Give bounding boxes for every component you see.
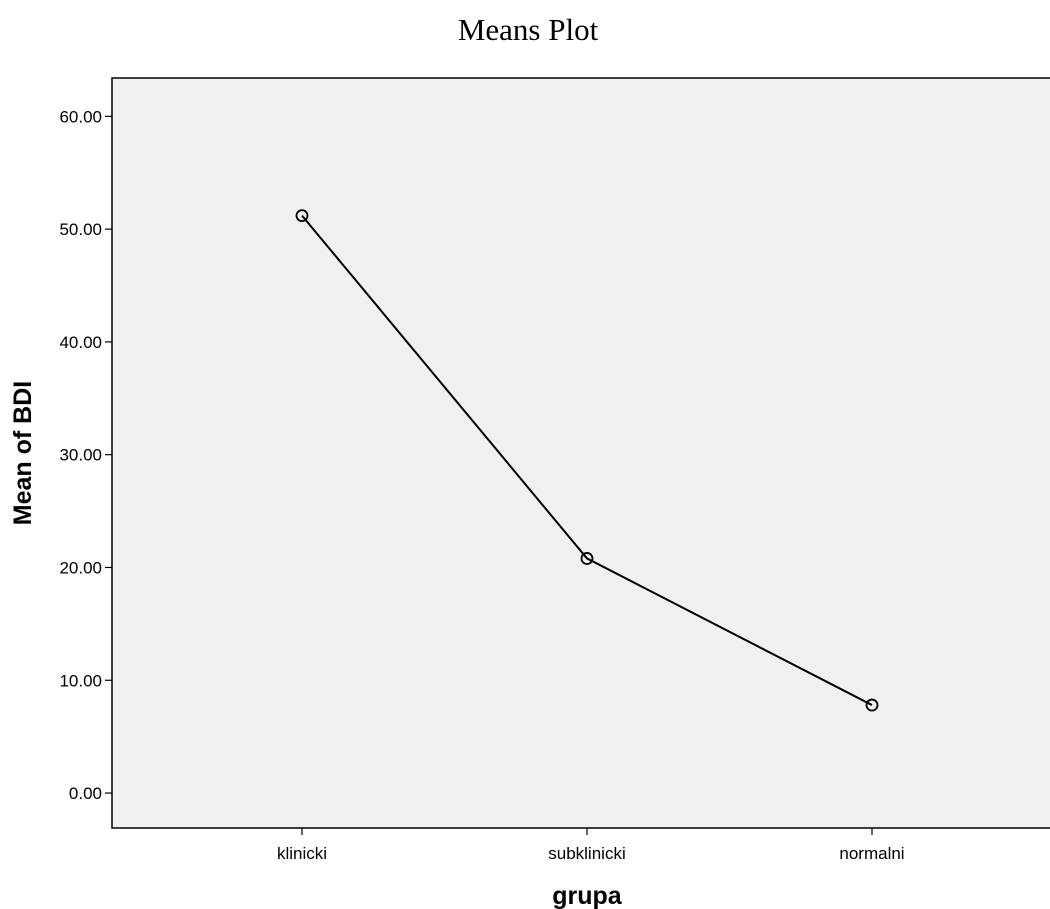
y-tick-label: 10.00 [59, 671, 102, 690]
chart-title: Means Plot [458, 12, 599, 47]
y-tick-label: 20.00 [59, 558, 102, 577]
y-tick-label: 60.00 [59, 107, 102, 126]
x-tick-label: subklinicki [548, 844, 625, 863]
plot-area [111, 77, 1050, 829]
x-axis-title: grupa [552, 882, 623, 909]
x-tick-label: klinicki [277, 844, 327, 863]
x-axis: klinicki subklinicki normalni [277, 828, 905, 863]
series-line [301, 214, 873, 706]
x-tick-label: normalni [839, 844, 904, 863]
data-point-marker [865, 698, 879, 712]
y-tick-label: 40.00 [59, 333, 102, 352]
y-tick-label: 0.00 [69, 784, 102, 803]
y-tick-label: 30.00 [59, 446, 102, 465]
y-tick-label: 50.00 [59, 220, 102, 239]
series-layer [295, 209, 879, 712]
data-point-marker [580, 552, 594, 565]
y-axis: 0.00 10.00 20.00 30.00 40.00 50.00 60.00 [59, 107, 112, 803]
y-axis-title: Mean of BDI [9, 381, 37, 525]
data-point-marker [295, 209, 309, 222]
